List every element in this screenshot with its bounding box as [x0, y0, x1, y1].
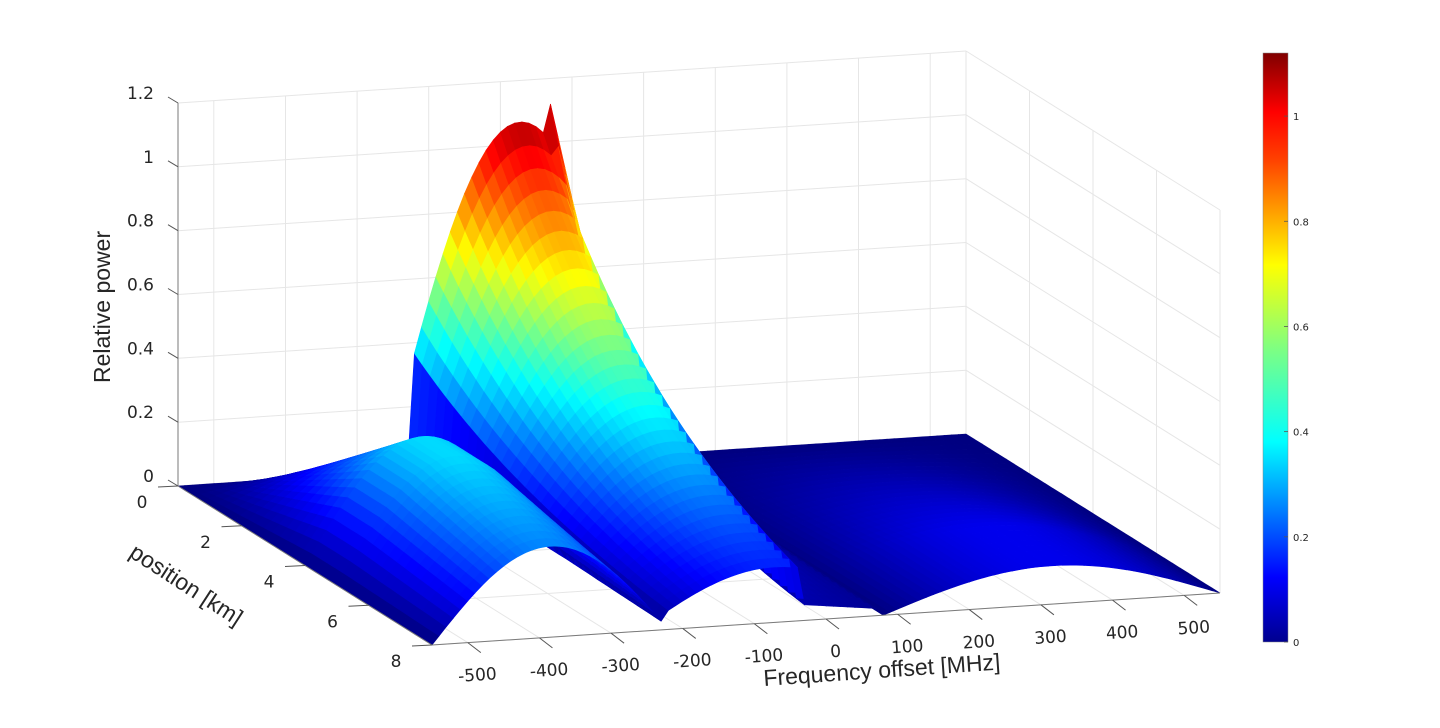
colorbar-ticks: 0 0.2 0.4 0.6 0.8 1: [1284, 112, 1309, 649]
z-axis-title: Relative power: [89, 231, 115, 383]
x-tick-label: 200: [962, 631, 996, 653]
x-tick-label: -300: [601, 655, 641, 678]
axes: 0 0.2 0.4 0.6 0.8 1 1.2 0 2 4 6 8 -500 -400 -300 -200 -1…: [127, 84, 1221, 687]
colorbar: 0 0.2 0.4 0.6 0.8 1: [1262, 52, 1309, 649]
colorbar-tick-label: 1: [1293, 112, 1299, 123]
x-tick-label: 400: [1105, 622, 1139, 644]
y-tick-label: 8: [391, 652, 402, 672]
colorbar-tick-label: 0.8: [1293, 217, 1309, 228]
surface-mesh: [177, 103, 1221, 646]
colorbar-tick-label: 0.6: [1293, 322, 1309, 333]
y-axis-title: position [km]: [125, 538, 247, 630]
x-tick-label: -500: [458, 664, 498, 687]
x-tick-label: 0: [830, 642, 842, 663]
x-tick-label: -200: [672, 650, 712, 673]
y-tick-label: 2: [200, 533, 211, 553]
x-tick-label: 500: [1177, 617, 1211, 639]
y-tick-label: 6: [327, 612, 338, 632]
z-tick-label: 0.6: [127, 276, 154, 296]
colorbar-tick-label: 0.2: [1293, 533, 1309, 544]
z-tick-label: 0.8: [127, 212, 154, 232]
x-tick-label: -100: [744, 645, 784, 668]
y-tick-label: 4: [264, 573, 275, 593]
x-axis-title: Frequency offset [MHz]: [763, 648, 1002, 690]
x-tick-label: 300: [1034, 627, 1068, 649]
y-tick-label: 0: [137, 493, 148, 513]
x-tick-label: 100: [890, 636, 924, 658]
x-tick-label: -400: [529, 660, 569, 683]
z-tick-label: 1.2: [127, 84, 154, 104]
z-tick-label: 1: [143, 148, 154, 168]
colorbar-gradient: [1262, 52, 1289, 643]
colorbar-tick-label: 0: [1293, 638, 1299, 649]
colorbar-tick-label: 0.4: [1293, 428, 1309, 439]
z-tick-label: 0.2: [127, 403, 154, 423]
z-tick-label: 0.4: [127, 339, 154, 359]
z-tick-label: 0: [143, 467, 154, 487]
